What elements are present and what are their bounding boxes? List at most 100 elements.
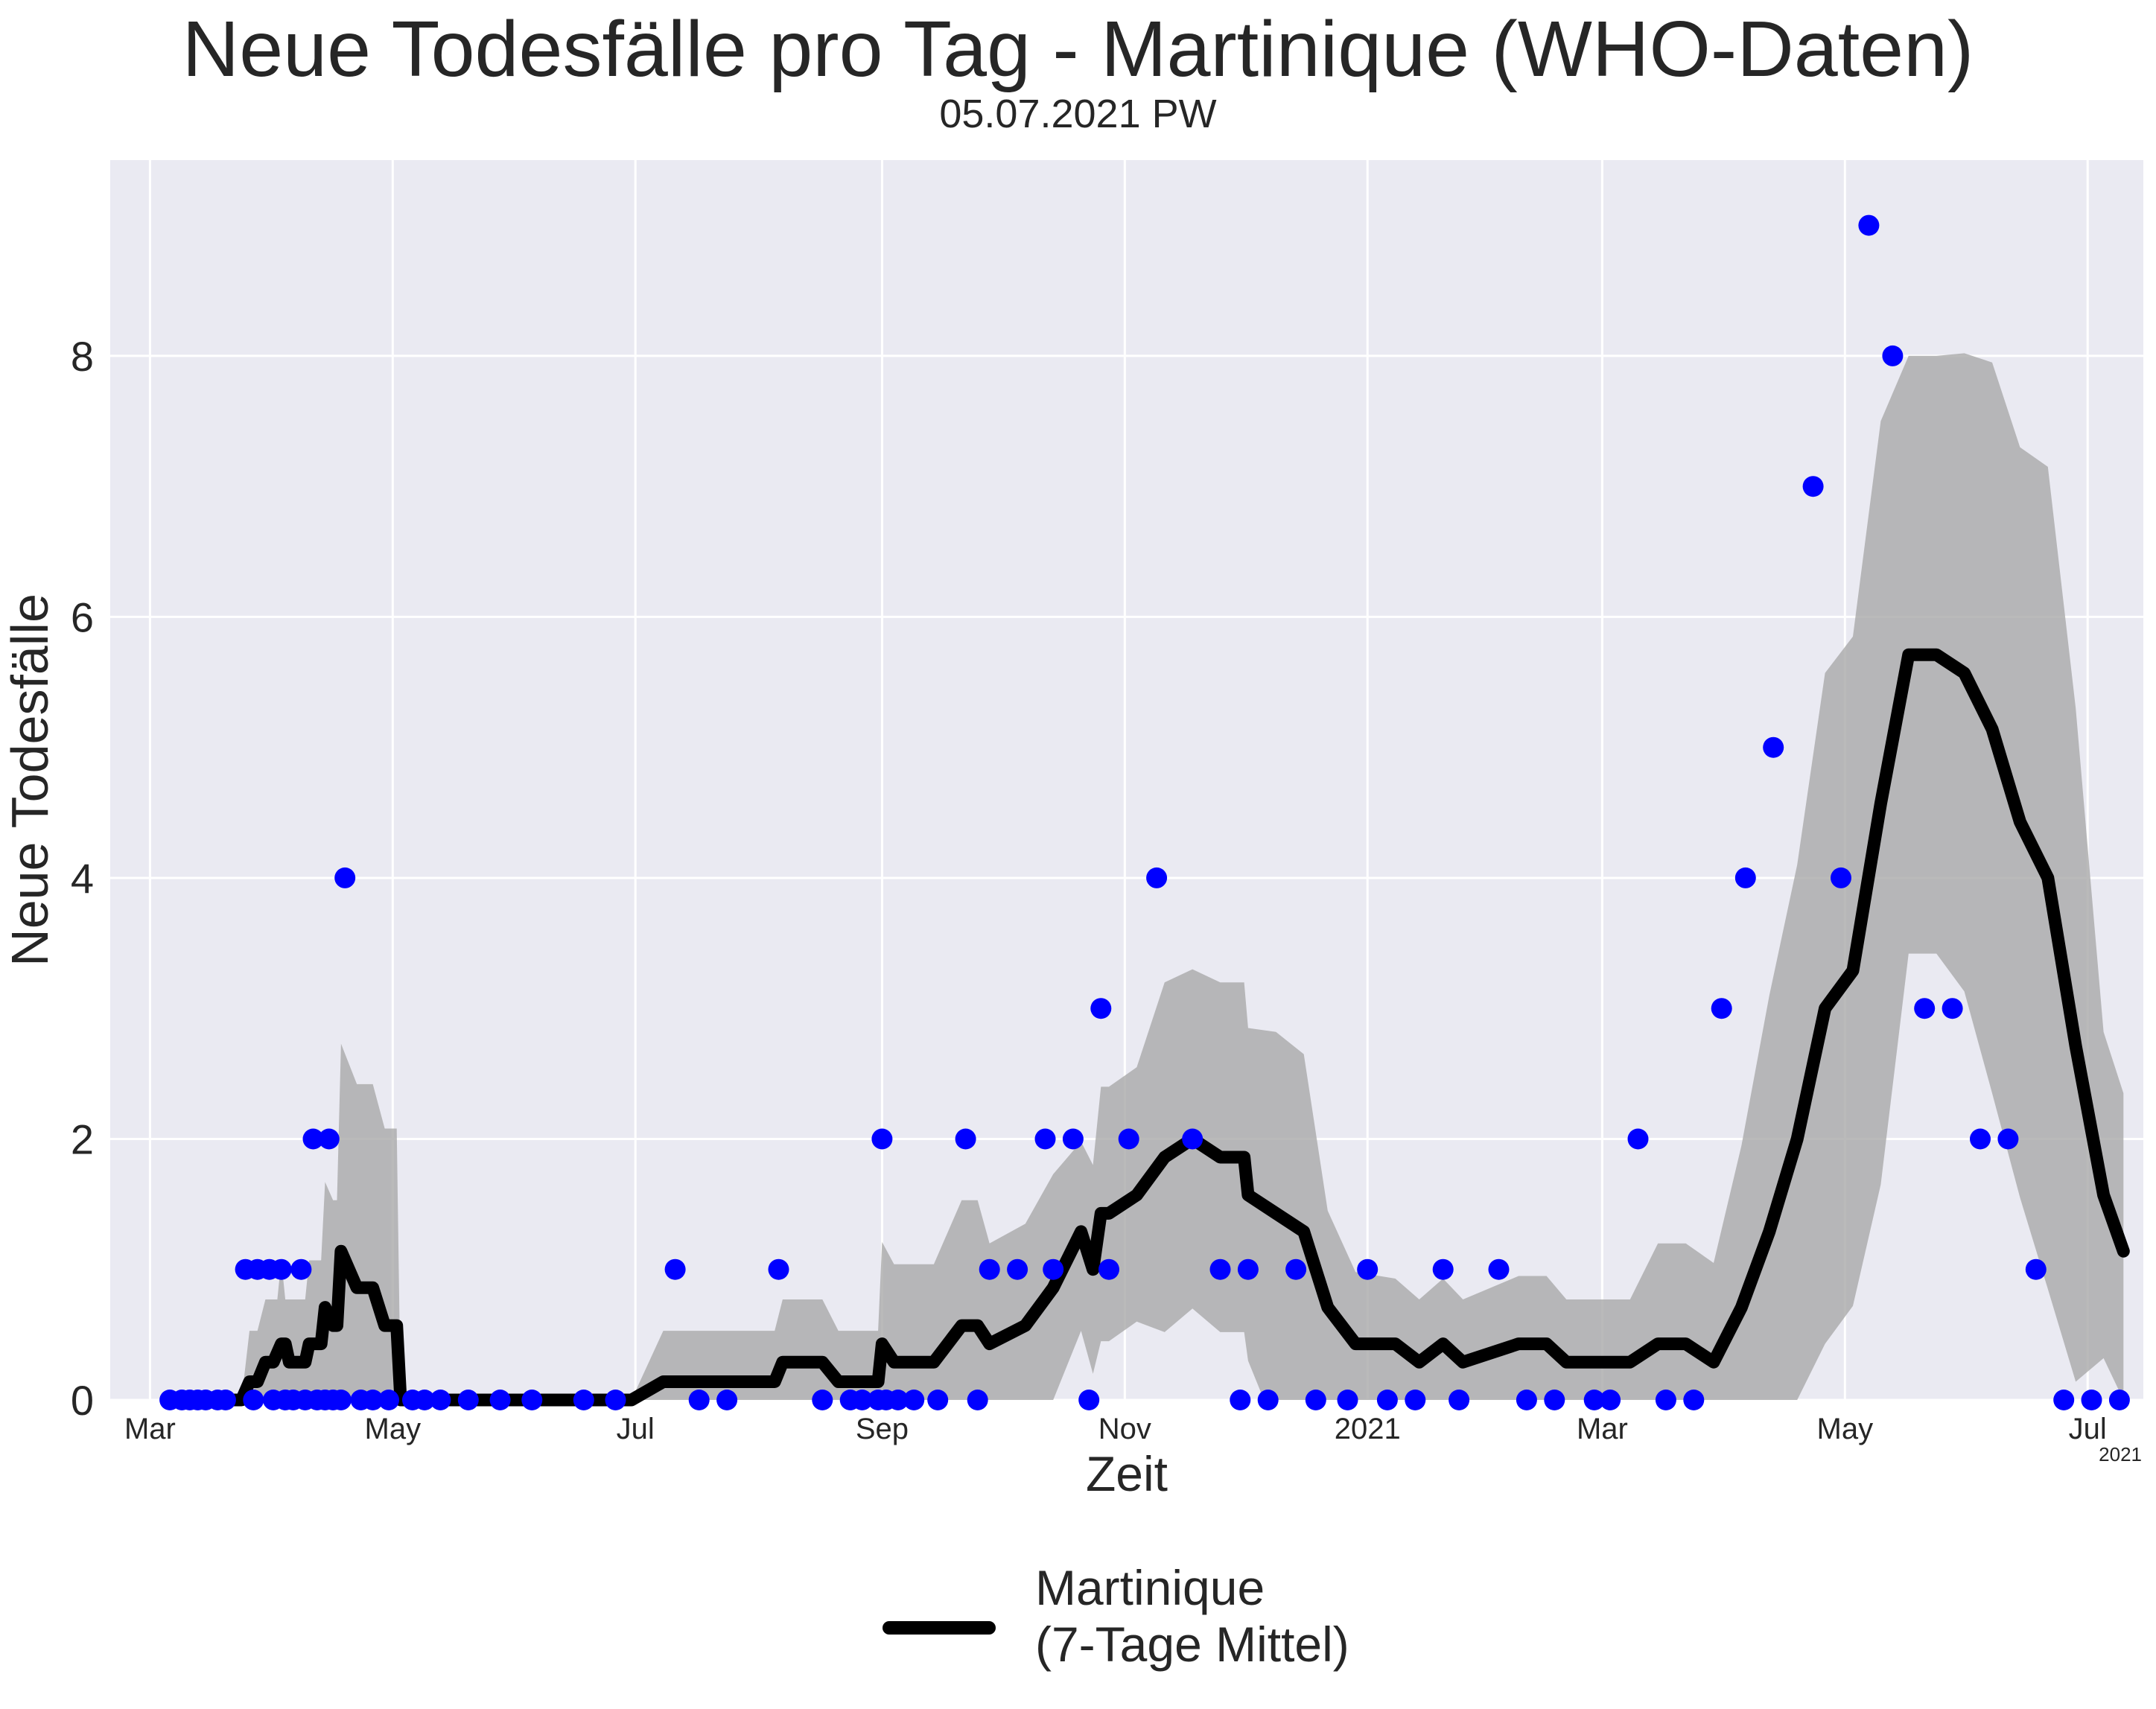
y-tick-labels: 0 2 4 6 8 xyxy=(71,333,94,1424)
x-axis-label: Zeit xyxy=(1086,1446,1168,1501)
data-point xyxy=(664,1258,686,1280)
data-point xyxy=(521,1390,543,1410)
data-point xyxy=(1432,1258,1454,1280)
data-point xyxy=(318,1128,340,1150)
data-point xyxy=(967,1390,988,1410)
data-point xyxy=(1942,998,1963,1019)
data-point xyxy=(1376,1390,1398,1410)
data-point xyxy=(1516,1390,1537,1410)
y-tick-label: 4 xyxy=(71,855,94,902)
data-point xyxy=(414,1390,436,1410)
data-point xyxy=(1182,1128,1203,1150)
data-point xyxy=(457,1390,479,1410)
data-point xyxy=(1078,1390,1100,1410)
data-point xyxy=(955,1128,976,1150)
data-point xyxy=(1882,345,1904,366)
data-point xyxy=(688,1390,710,1410)
y-axis-label: Neue Todesfälle xyxy=(1,593,59,967)
data-point xyxy=(887,1390,909,1410)
x-tick-label: 2021 xyxy=(1335,1413,1401,1445)
data-point xyxy=(1655,1390,1676,1410)
chart-title: Neue Todesfälle pro Tag - Martinique (WH… xyxy=(182,5,1974,93)
data-point xyxy=(1831,867,1851,888)
data-point xyxy=(214,1390,236,1410)
data-point xyxy=(1711,998,1732,1019)
data-point xyxy=(2025,1258,2047,1280)
data-point xyxy=(903,1390,925,1410)
data-point xyxy=(1405,1390,1426,1410)
data-point xyxy=(1146,867,1168,888)
data-point xyxy=(979,1258,1000,1280)
x-tick-label: May xyxy=(1817,1413,1874,1445)
chart-subtitle: 05.07.2021 PW xyxy=(939,92,1217,136)
data-point xyxy=(812,1390,833,1410)
seven-day-mean-line xyxy=(163,648,2130,1407)
data-point xyxy=(2081,1390,2102,1410)
data-point xyxy=(1090,998,1112,1019)
y-tick-label: 6 xyxy=(71,593,94,640)
data-point xyxy=(302,1128,324,1150)
data-point xyxy=(1062,1128,1084,1150)
data-point xyxy=(1627,1128,1649,1150)
data-point xyxy=(1007,1258,1028,1280)
data-point xyxy=(871,1128,893,1150)
data-point xyxy=(1544,1390,1565,1410)
data-point xyxy=(290,1258,312,1280)
data-point xyxy=(2053,1390,2075,1410)
daily-deaths-points xyxy=(159,214,2130,1410)
x-tick-label: Jul xyxy=(2069,1413,2107,1445)
data-point xyxy=(1914,998,1936,1019)
data-point xyxy=(1357,1258,1378,1280)
data-point xyxy=(1209,1258,1231,1280)
x-tick-label: Nov xyxy=(1098,1413,1151,1445)
data-point xyxy=(378,1390,399,1410)
data-point xyxy=(1858,214,1880,236)
data-point xyxy=(1237,1258,1259,1280)
data-point xyxy=(768,1258,789,1280)
legend-label: Martinique (7-Tage Mittel) xyxy=(1035,1560,1349,1672)
x-tick-label: Jul xyxy=(617,1413,655,1445)
data-point xyxy=(1802,476,1824,497)
data-point xyxy=(1600,1390,1621,1410)
y-tick-label: 2 xyxy=(71,1116,94,1162)
data-point xyxy=(1970,1128,1991,1150)
data-point xyxy=(489,1390,511,1410)
data-point xyxy=(270,1258,292,1280)
data-point xyxy=(1305,1390,1326,1410)
data-point xyxy=(334,867,356,888)
y-tick-label: 8 xyxy=(71,333,94,380)
data-point xyxy=(2108,1390,2130,1410)
data-point xyxy=(1583,1390,1605,1410)
data-point xyxy=(1043,1258,1064,1280)
data-point xyxy=(430,1390,451,1410)
x-tick-label: May xyxy=(365,1413,422,1445)
x-tick-labels: Mar May Jul Sep Nov 2021 Mar May Jul xyxy=(124,1413,2107,1445)
data-point xyxy=(1997,1128,2019,1150)
data-point xyxy=(1257,1390,1279,1410)
data-point xyxy=(1683,1390,1705,1410)
data-point xyxy=(1034,1128,1056,1150)
x-tick-label: Mar xyxy=(1577,1413,1628,1445)
data-point xyxy=(605,1390,626,1410)
y-tick-label: 0 xyxy=(71,1377,94,1424)
data-point xyxy=(1337,1390,1358,1410)
data-point xyxy=(362,1390,384,1410)
data-point xyxy=(1285,1258,1307,1280)
data-point xyxy=(1118,1128,1139,1150)
data-point xyxy=(573,1390,594,1410)
data-point xyxy=(1488,1258,1510,1280)
data-point xyxy=(243,1390,264,1410)
data-point xyxy=(716,1390,738,1410)
x-tick-label: Mar xyxy=(124,1413,176,1445)
x-offset-year-label: 2021 xyxy=(2099,1443,2142,1465)
data-point xyxy=(1763,736,1784,758)
x-tick-label: Sep xyxy=(856,1413,909,1445)
data-point xyxy=(330,1390,352,1410)
data-point xyxy=(1230,1390,1251,1410)
data-point xyxy=(1449,1390,1470,1410)
data-point xyxy=(1734,867,1756,888)
legend-line-swatch xyxy=(883,1621,996,1635)
data-point xyxy=(1098,1258,1119,1280)
data-point xyxy=(927,1390,949,1410)
